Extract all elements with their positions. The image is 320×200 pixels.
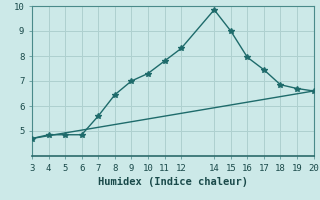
X-axis label: Humidex (Indice chaleur): Humidex (Indice chaleur) (98, 177, 248, 187)
